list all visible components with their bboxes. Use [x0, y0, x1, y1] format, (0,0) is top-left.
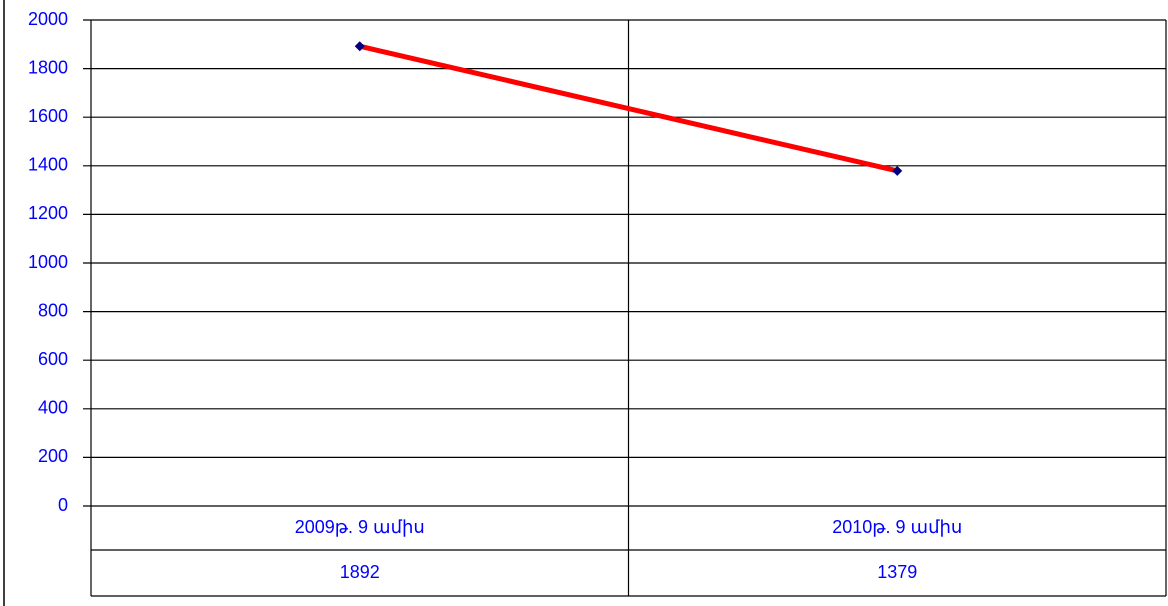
table-value: 1379 — [877, 562, 917, 582]
y-tick-label: 1400 — [28, 155, 68, 175]
y-tick-label: 200 — [38, 446, 68, 466]
y-tick-label: 600 — [38, 349, 68, 369]
y-tick-label: 400 — [38, 398, 68, 418]
y-tick-label: 2000 — [28, 9, 68, 29]
x-tick-label: 2010թ. 9 ամիս — [832, 517, 962, 537]
marker — [892, 165, 903, 176]
table-value: 1892 — [340, 562, 380, 582]
y-tick-label: 800 — [38, 300, 68, 320]
y-tick-label: 1800 — [28, 57, 68, 77]
y-tick-label: 1200 — [28, 203, 68, 223]
y-tick-label: 1600 — [28, 106, 68, 126]
y-tick-label: 1000 — [28, 252, 68, 272]
line — [359, 43, 898, 174]
x-tick-label: 2009թ. 9 ամիս — [295, 517, 425, 537]
marker — [354, 41, 365, 52]
y-tick-label: 0 — [58, 495, 68, 515]
